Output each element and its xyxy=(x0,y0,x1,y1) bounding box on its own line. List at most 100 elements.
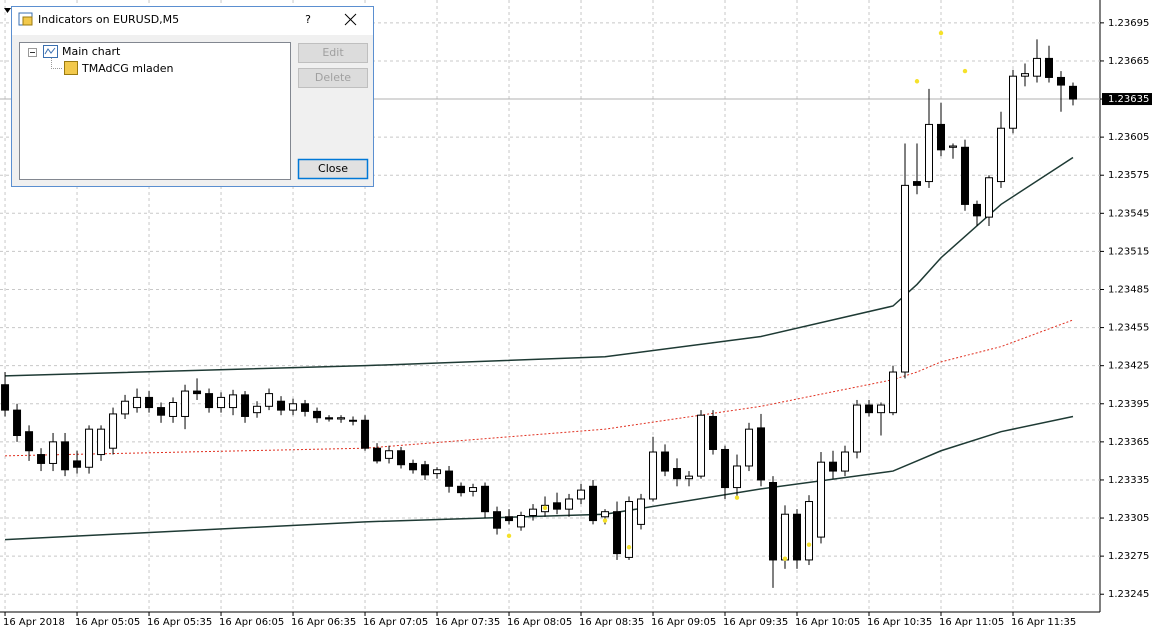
candle-body xyxy=(625,501,634,558)
x-tick-label: 16 Apr 10:35 xyxy=(867,617,932,628)
edit-button-label: Edit xyxy=(322,46,344,59)
candle-body xyxy=(589,485,598,522)
candle-body xyxy=(145,396,154,409)
candle-body xyxy=(385,450,394,459)
candle-body xyxy=(745,428,754,467)
candle-body xyxy=(517,515,526,528)
candle-body xyxy=(217,396,226,409)
candle-body xyxy=(601,511,610,518)
candle-body xyxy=(733,465,742,489)
candle-body xyxy=(757,427,766,481)
y-tick-label: 1.23605 xyxy=(1108,132,1149,143)
x-tick-label: 16 Apr 10:05 xyxy=(795,617,860,628)
dialog: Indicators on EURUSD,M5 ? Main chart TMA… xyxy=(11,6,374,187)
signal-dot xyxy=(782,556,788,561)
signal-dot xyxy=(962,68,968,74)
tree-connector xyxy=(51,58,63,69)
candle-body xyxy=(469,487,478,492)
candle-body xyxy=(709,415,718,450)
tree-item[interactable]: Main chart xyxy=(62,45,121,58)
candle-body xyxy=(37,454,46,464)
candle-body xyxy=(421,464,430,476)
band-line xyxy=(5,156,1074,377)
candle-body xyxy=(721,448,730,489)
signal-dot xyxy=(542,505,548,511)
candle-body xyxy=(193,390,202,395)
candle-body xyxy=(313,410,322,419)
candle-body xyxy=(997,127,1006,183)
candle-body xyxy=(61,441,70,471)
x-tick-label: 16 Apr 05:05 xyxy=(75,617,140,628)
y-tick-label: 1.23515 xyxy=(1108,246,1149,257)
close-button-label: Close xyxy=(318,162,348,175)
help-button[interactable]: ? xyxy=(305,13,311,26)
y-tick-label: 1.23455 xyxy=(1108,323,1149,334)
candle-body xyxy=(49,441,58,464)
candle-body xyxy=(805,501,814,561)
x-tick-label: 16 Apr 06:35 xyxy=(291,617,356,628)
candle-body xyxy=(829,461,838,472)
x-tick-label: 16 Apr 08:35 xyxy=(579,617,644,628)
y-tick-label: 1.23335 xyxy=(1108,475,1149,486)
candle-body xyxy=(529,508,538,517)
candle-body xyxy=(133,396,142,409)
candle-body xyxy=(649,451,658,500)
candle-body xyxy=(949,145,958,148)
candle-body xyxy=(373,447,382,462)
edit-button[interactable] xyxy=(298,43,368,63)
y-tick-label: 1.23485 xyxy=(1108,284,1149,295)
candle-body xyxy=(97,428,106,456)
candle-body xyxy=(337,417,346,420)
y-tick-label: 1.23575 xyxy=(1108,170,1149,181)
x-tick-label: 16 Apr 09:35 xyxy=(723,617,788,628)
candle-body xyxy=(1057,76,1066,86)
candle-body xyxy=(301,403,310,412)
candle-body xyxy=(853,404,862,453)
candle-body xyxy=(1009,75,1018,129)
signal-dot xyxy=(506,533,512,539)
candle-body xyxy=(613,511,622,555)
signal-dot xyxy=(938,30,944,36)
axes: 1.23695 1.23665 1.23635 1.23605 1.23575 1.235… xyxy=(3,18,1152,628)
candle-body xyxy=(289,403,298,411)
candle-body xyxy=(397,450,406,466)
candle-body xyxy=(973,203,982,217)
y-tick-label: 1.23665 xyxy=(1108,56,1149,67)
candle-body xyxy=(277,400,286,411)
dialog-titlebar xyxy=(12,7,373,35)
y-tick-label: 1.23245 xyxy=(1108,589,1149,600)
x-tick-label: 16 Apr 06:05 xyxy=(219,617,284,628)
candle-body xyxy=(841,451,850,472)
delete-button-label: Delete xyxy=(315,71,351,84)
candle-body xyxy=(877,404,886,414)
signal-dot xyxy=(914,79,920,84)
candle-body xyxy=(685,475,694,480)
candle-body xyxy=(1021,73,1030,77)
signal-dot xyxy=(734,495,740,500)
y-tick-label: 1.23305 xyxy=(1108,513,1149,524)
candle-body xyxy=(1045,57,1054,78)
menu-triangle[interactable] xyxy=(4,8,11,13)
candle-body xyxy=(961,146,970,205)
candle-body xyxy=(13,409,22,437)
candle-body xyxy=(1,384,10,411)
y-tick-label: 1.23545 xyxy=(1108,208,1149,219)
delete-button[interactable] xyxy=(298,68,368,88)
close-x[interactable] xyxy=(344,13,357,26)
x-tick-label: 16 Apr 2018 xyxy=(3,617,65,628)
close-button[interactable] xyxy=(297,158,369,180)
tree-item[interactable]: TMAdCG mladen xyxy=(81,62,173,75)
dialog-title: Indicators on EURUSD,M5 xyxy=(38,13,179,26)
candle-body xyxy=(937,123,946,151)
candle-body xyxy=(481,485,490,513)
y-tick-label: 1.23425 xyxy=(1108,361,1149,372)
candle-body xyxy=(673,468,682,480)
candle-body xyxy=(361,419,370,449)
candle-body xyxy=(169,401,178,417)
candle-body xyxy=(433,469,442,475)
x-tick-label: 16 Apr 05:35 xyxy=(147,617,212,628)
y-tick-label: 1.23695 xyxy=(1108,18,1149,29)
candle-body xyxy=(265,393,274,407)
y-tick-label: 1.23275 xyxy=(1108,551,1149,562)
